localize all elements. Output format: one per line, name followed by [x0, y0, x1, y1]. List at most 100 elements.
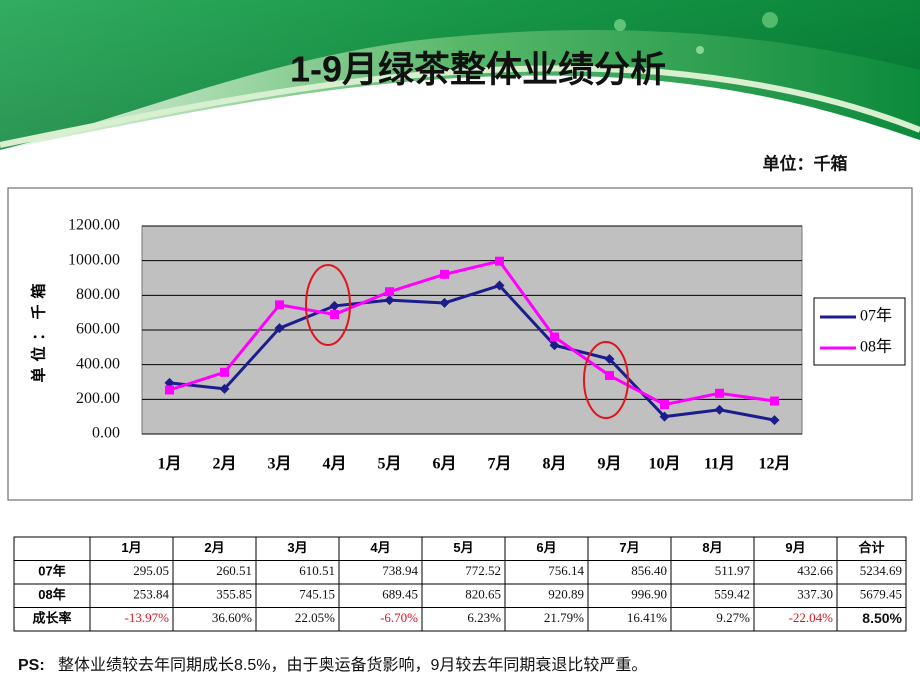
marker [714, 404, 725, 415]
x-tick-label: 11月 [704, 455, 735, 473]
table-cell: 36.60% [212, 610, 252, 625]
marker [165, 385, 174, 395]
legend-label: 08年 [860, 338, 892, 356]
x-tick-label: 3月 [267, 455, 291, 473]
table-cell: 738.94 [382, 563, 418, 578]
marker [605, 371, 614, 381]
column-header: 1月 [121, 540, 141, 555]
x-tick-label: 6月 [432, 455, 456, 473]
unit: 单位：千箱 [763, 153, 848, 173]
marker [439, 297, 450, 308]
series-line [169, 283, 775, 422]
series-line [169, 259, 775, 407]
table-cell: 5679.45 [860, 587, 902, 602]
y-tick-label: 800.00 [76, 286, 120, 303]
y-tick-label: 600.00 [76, 321, 120, 338]
table-cell: 16.41% [627, 610, 667, 625]
marker [604, 354, 615, 365]
table-cell: -13.97% [125, 610, 170, 625]
marker [164, 377, 175, 388]
marker [385, 287, 394, 297]
note-text: 整体业绩较去年同期成长8.5%，由于奥运备货影响，9月较去年同期衰退比较严重。 [58, 656, 647, 674]
y-tick-label: 200.00 [76, 390, 120, 407]
highlight-circle [305, 264, 351, 346]
marker [659, 411, 670, 422]
table-cell: -22.04% [789, 610, 834, 625]
marker [660, 400, 669, 410]
x-tick-label: 10月 [648, 455, 680, 473]
y-tick-label: 400.00 [76, 355, 120, 372]
table-cell: 337.30 [797, 587, 833, 602]
marker [495, 256, 504, 266]
marker [274, 323, 285, 334]
y-tick-label: 1000.00 [68, 251, 120, 268]
table-cell: 5234.69 [860, 563, 902, 578]
column-header: 5月 [453, 540, 473, 555]
table-cell: 920.89 [548, 587, 584, 602]
table-cell: 8.50% [862, 610, 902, 626]
marker [329, 300, 340, 311]
x-tick-label: 9月 [597, 455, 621, 473]
table-cell: 260.51 [216, 563, 252, 578]
note-prefix: PS: [18, 657, 45, 674]
table-cell: 745.15 [299, 587, 335, 602]
marker [769, 415, 780, 426]
column-header: 3月 [287, 540, 307, 555]
table-cell: 295.05 [133, 563, 169, 578]
table-cell: 432.66 [797, 563, 833, 578]
column-header: 6月 [536, 540, 556, 555]
table-cell: -6.70% [380, 610, 418, 625]
table-cell: 856.40 [631, 563, 667, 578]
table-cell: 22.05% [295, 610, 335, 625]
column-header: 2月 [204, 540, 224, 555]
x-tick-label: 8月 [542, 455, 566, 473]
column-header: 4月 [370, 540, 390, 555]
table-cell: 6.23% [467, 610, 501, 625]
column-header: 7月 [619, 540, 639, 555]
table-cell: 355.85 [216, 587, 252, 602]
table-cell: 559.42 [714, 587, 750, 602]
x-tick-label: 12月 [758, 455, 790, 473]
marker [275, 300, 284, 310]
marker [440, 269, 449, 279]
title: 1-9月绿茶整体业绩分析 [290, 49, 666, 90]
marker [384, 295, 395, 306]
legend-label: 07年 [860, 307, 892, 325]
table-cell: 9.27% [716, 610, 750, 625]
x-tick-label: 4月 [322, 455, 346, 473]
marker [494, 280, 505, 291]
table-cell: 772.52 [465, 563, 501, 578]
marker [549, 340, 560, 351]
table-cell: 689.45 [382, 587, 418, 602]
row-label: 成长率 [32, 611, 71, 626]
legend-box [813, 297, 906, 366]
y-axis-title: 单位：千箱 [29, 277, 47, 382]
x-tick-label: 5月 [377, 455, 401, 473]
column-header: 8月 [702, 540, 722, 555]
marker [330, 309, 339, 319]
row-label: 07年 [38, 564, 65, 579]
table-cell: 610.51 [299, 563, 335, 578]
table-cell: 511.97 [715, 563, 751, 578]
table-cell: 996.90 [631, 587, 667, 602]
marker [770, 396, 779, 406]
x-tick-label: 7月 [487, 455, 511, 473]
marker [220, 367, 229, 377]
header-banner [0, 0, 920, 190]
highlight-circle [583, 341, 629, 419]
row-label: 08年 [38, 587, 65, 602]
column-header: 合计 [858, 540, 884, 555]
column-header: 9月 [785, 540, 805, 555]
y-tick-label: 1200.00 [68, 217, 120, 234]
marker [550, 332, 559, 342]
table-cell: 820.65 [465, 587, 501, 602]
marker [715, 388, 724, 398]
table-cell: 253.84 [133, 587, 169, 602]
marker [219, 383, 230, 394]
table-cell: 21.79% [544, 610, 584, 625]
y-tick-label: 0.00 [92, 425, 120, 442]
x-tick-label: 1月 [157, 455, 181, 473]
x-tick-label: 2月 [212, 455, 236, 473]
table-cell: 756.14 [548, 563, 584, 578]
